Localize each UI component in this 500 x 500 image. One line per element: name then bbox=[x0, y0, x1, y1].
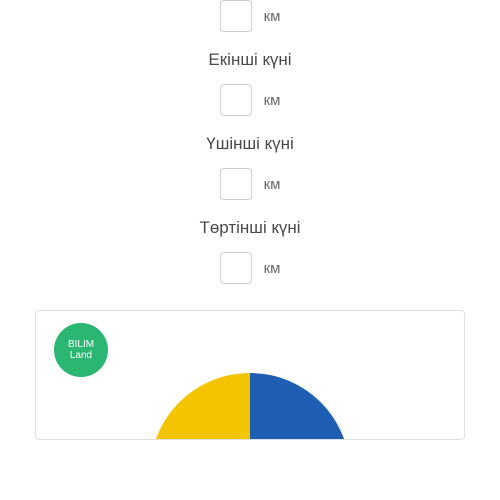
km-input-1[interactable] bbox=[220, 0, 252, 32]
pie-slice-blue bbox=[250, 373, 350, 440]
day-input-row-1: км bbox=[220, 0, 281, 32]
pie-slice-yellow bbox=[150, 373, 250, 440]
unit-label-1: км bbox=[264, 8, 281, 25]
form-container: км Екінші күні км Үшінші күні км Төртінш… bbox=[0, 0, 500, 440]
day-label-3: Үшінші күні bbox=[206, 134, 294, 154]
day-input-row-3: км bbox=[220, 168, 281, 200]
unit-label-4: км bbox=[264, 260, 281, 277]
day-label-2: Екінші күні bbox=[208, 50, 291, 70]
day-input-row-2: км bbox=[220, 84, 281, 116]
km-input-3[interactable] bbox=[220, 168, 252, 200]
chart-panel: BILIM Land bbox=[35, 310, 465, 440]
km-input-2[interactable] bbox=[220, 84, 252, 116]
logo-text-2: Land bbox=[70, 350, 92, 361]
day-section-4: Төртінші күні км bbox=[0, 218, 500, 284]
pie-chart bbox=[150, 373, 350, 440]
km-input-4[interactable] bbox=[220, 252, 252, 284]
unit-label-3: км bbox=[264, 176, 281, 193]
day-input-row-4: км bbox=[220, 252, 281, 284]
logo-text-1: BILIM bbox=[68, 339, 94, 350]
unit-label-2: км bbox=[264, 92, 281, 109]
day-label-4: Төртінші күні bbox=[199, 218, 300, 238]
day-section-2: Екінші күні км bbox=[0, 50, 500, 116]
logo-badge: BILIM Land bbox=[54, 323, 108, 377]
day-section-3: Үшінші күні км bbox=[0, 134, 500, 200]
